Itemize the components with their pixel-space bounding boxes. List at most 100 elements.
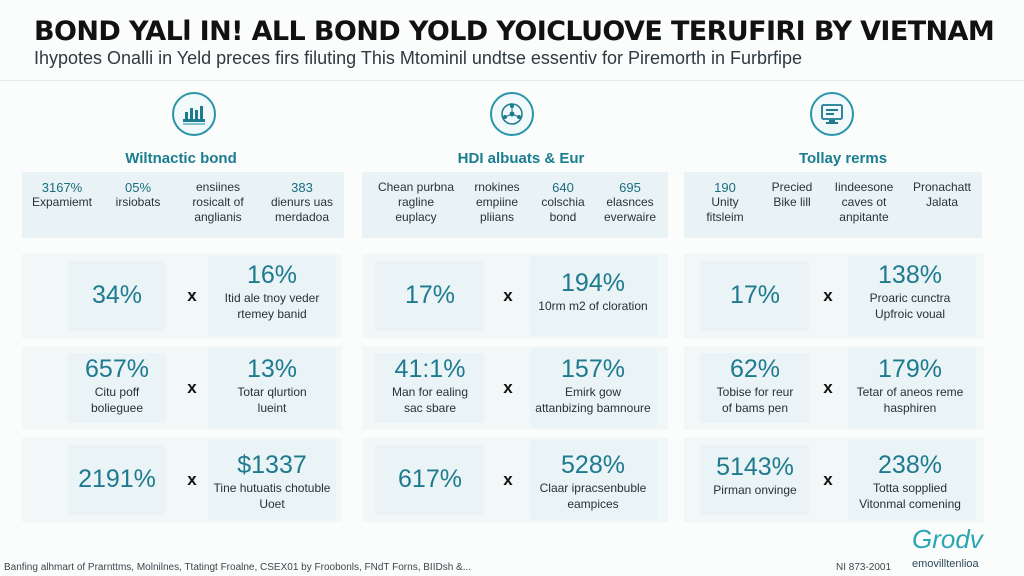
left-value: 17% (729, 281, 781, 309)
left-value-box (700, 353, 810, 423)
left-metric: 17% (692, 280, 818, 310)
right-value: 238% (878, 451, 942, 479)
summary-label: Pronachatt Jalata (912, 180, 972, 209)
left-value-box (374, 261, 484, 331)
right-note: Claar ipracsenbuble eampices (539, 481, 647, 511)
versus-mark: x (503, 286, 513, 305)
page-title: BOND YALl IN! ALL BOND YOLD YOICLUOVE TE… (34, 16, 995, 47)
left-value: 62% (729, 355, 781, 383)
summary-strip: 190 Unity fitsleim Precied Bike lill Iin… (684, 172, 982, 238)
network-globe-icon (490, 92, 534, 136)
versus-mark: x (187, 286, 197, 305)
summary-value: 05% (124, 180, 152, 195)
right-value: 13% (246, 355, 298, 383)
comparison-row: 41:1% Man for ealing sac sbare x 157% Em… (362, 346, 668, 430)
summary-label: colschia bond (541, 195, 585, 224)
summary-cell: 190 Unity fitsleim (694, 172, 756, 238)
summary-label: dienurs uas merdadoa (270, 195, 334, 224)
right-note: Totar qlurtion lueint (237, 385, 307, 415)
left-value-box (68, 445, 166, 515)
left-note: Citu poff bolieguee (90, 385, 144, 415)
right-value-box (848, 440, 976, 520)
summary-cell: Precied Bike lill (758, 172, 826, 238)
summary-cell: rnokines empiine pliians (464, 172, 530, 238)
right-metric: 157% Emirk gow attanbizing bamnoure (518, 354, 668, 416)
right-metric: 16% Itid ale tnoy veder rtemey banid (202, 260, 342, 322)
left-note: Tobise for reur of bams pen (716, 385, 794, 415)
right-value: 179% (878, 355, 942, 383)
versus-mark: x (823, 286, 833, 305)
right-note: Emirk gow attanbizing bamnoure (535, 385, 651, 415)
footer-code: NI 873-2001 (836, 562, 892, 573)
right-note: Totta sopplied Vitonmal comening (859, 481, 961, 511)
right-metric: $1337 Tine hutuatis chotuble Uoet (202, 450, 342, 512)
left-value-box (700, 445, 810, 515)
summary-label: Expamiemt (31, 195, 93, 209)
summary-strip: 3167% Expamiemt 05% irsiobats ensiines r… (22, 172, 344, 238)
left-value-box (700, 261, 810, 331)
versus-mark: x (187, 378, 197, 397)
summary-label: irsiobats (115, 195, 161, 209)
summary-cell: Pronachatt Jalata (904, 172, 980, 238)
right-value-box (530, 256, 658, 336)
panel-heading: Wiltnactic bond (125, 150, 237, 167)
right-note: 10rm m2 of cloration (538, 299, 648, 313)
panel-heading: HDI albuats & Eur (457, 150, 585, 167)
versus-mark: x (503, 470, 513, 489)
versus-mark: x (503, 378, 513, 397)
left-value: 41:1% (394, 355, 466, 383)
right-value-box (208, 348, 336, 428)
summary-cell: Chean purbna ragline euplacy (366, 172, 466, 238)
left-value: 17% (404, 281, 456, 309)
summary-strip: Chean purbna ragline euplacy rnokines em… (362, 172, 668, 238)
summary-label: ensiines rosicalt of anglianis (192, 180, 244, 224)
right-note: Tetar of aneos reme hasphiren (856, 385, 964, 415)
left-metric: 617% (366, 464, 494, 494)
right-value-box (208, 440, 336, 520)
left-value-box (374, 353, 484, 423)
summary-label: elasnces everwaire (603, 195, 657, 224)
left-value: 657% (85, 355, 149, 383)
left-value-box (374, 445, 484, 515)
left-metric: 17% (366, 280, 494, 310)
right-note: Itid ale tnoy veder rtemey banid (224, 291, 320, 321)
bond-chart-icon (172, 92, 216, 136)
left-value: 34% (91, 281, 143, 309)
right-value-box (208, 256, 336, 336)
summary-cell: 3167% Expamiemt (24, 172, 100, 238)
left-value: 617% (398, 465, 462, 493)
panel-bond: Wiltnactic bond 3167% Expamiemt 05% irsi… (22, 86, 344, 566)
right-value: $1337 (237, 451, 307, 479)
comparison-row: 617% x 528% Claar ipracsenbuble eampices (362, 438, 668, 522)
left-note: Pirman onvinge (713, 483, 797, 497)
left-value-box (68, 261, 166, 331)
brand-tagline: emovilltenlioa (912, 558, 979, 570)
summary-value: 190 (714, 180, 736, 195)
right-note: Tine hutuatis chotuble Uoet (213, 481, 331, 511)
right-value-box (530, 440, 658, 520)
footer-credits: Banfing alhmart of Prarnttms, Molnilnes,… (4, 562, 472, 573)
page-subtitle: Ihypotes Onalli in Yeld preces firs filu… (34, 48, 803, 68)
brand-logo: Grodv emovilltenlioa (912, 524, 1022, 574)
summary-value: 640 (552, 180, 574, 195)
right-metric: 179% Tetar of aneos reme hasphiren (836, 354, 984, 416)
monitor-document-icon (810, 92, 854, 136)
left-metric: 41:1% Man for ealing sac sbare (366, 354, 494, 416)
summary-cell: 05% irsiobats (102, 172, 174, 238)
right-value-box (848, 256, 976, 336)
summary-cell: 695 elasnces everwaire (594, 172, 666, 238)
summary-cell: Iindeesone caves ot anpitante (824, 172, 904, 238)
header-divider (0, 80, 1024, 81)
panel-heading: Tollay rerms (798, 150, 888, 167)
right-value: 138% (878, 261, 942, 289)
right-value-box (848, 348, 976, 428)
left-note: Man for ealing sac sbare (391, 385, 469, 415)
left-value-box (68, 353, 166, 423)
right-metric: 528% Claar ipracsenbuble eampices (518, 450, 668, 512)
panel-terms: Tollay rerms 190 Unity fitsleim Precied … (684, 86, 1002, 566)
versus-mark: x (187, 470, 197, 489)
right-value: 194% (561, 269, 625, 297)
summary-label: Precied Bike lill (771, 180, 813, 209)
left-metric: 657% Citu poff bolieguee (58, 354, 176, 416)
brand-name: Grodv (912, 524, 983, 554)
